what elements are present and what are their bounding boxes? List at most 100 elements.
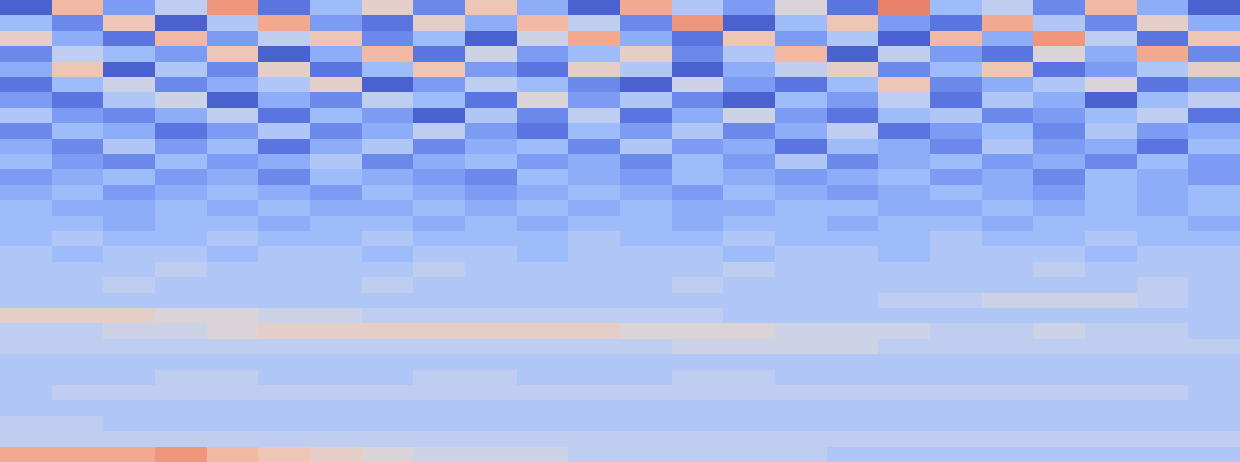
heatmap-cell bbox=[620, 231, 672, 247]
heatmap-cell bbox=[1085, 323, 1137, 339]
heatmap-cell bbox=[723, 15, 775, 31]
heatmap-cell bbox=[827, 293, 879, 309]
heatmap-cell bbox=[0, 293, 52, 309]
heatmap-cell bbox=[1137, 169, 1189, 185]
heatmap-cell bbox=[362, 77, 414, 93]
heatmap-cell bbox=[723, 231, 775, 247]
heatmap-cell bbox=[310, 185, 362, 201]
heatmap-cell bbox=[620, 123, 672, 139]
heatmap-cell bbox=[103, 200, 155, 216]
heatmap-cell bbox=[982, 385, 1034, 401]
heatmap-cell bbox=[465, 262, 517, 278]
heatmap-cell bbox=[0, 154, 52, 170]
heatmap-cell bbox=[413, 62, 465, 78]
heatmap-cell bbox=[672, 400, 724, 416]
heatmap-cell bbox=[465, 293, 517, 309]
heatmap-cell bbox=[930, 370, 982, 386]
heatmap-cell bbox=[982, 416, 1034, 432]
heatmap-cell bbox=[258, 154, 310, 170]
heatmap-cell bbox=[1137, 154, 1189, 170]
heatmap-cell bbox=[1137, 15, 1189, 31]
heatmap-cell bbox=[52, 77, 104, 93]
heatmap-cell bbox=[1188, 0, 1240, 16]
heatmap-cell bbox=[878, 108, 930, 124]
heatmap-cell bbox=[310, 431, 362, 447]
heatmap-cell bbox=[155, 231, 207, 247]
heatmap-cell bbox=[155, 46, 207, 62]
heatmap-cell bbox=[620, 154, 672, 170]
heatmap-cell bbox=[620, 169, 672, 185]
heatmap-cell bbox=[103, 339, 155, 355]
heatmap-cell bbox=[827, 169, 879, 185]
heatmap-cell bbox=[310, 123, 362, 139]
heatmap-cell bbox=[413, 46, 465, 62]
heatmap-cell bbox=[207, 385, 259, 401]
heatmap-cell bbox=[930, 323, 982, 339]
heatmap-cell bbox=[1188, 447, 1240, 462]
heatmap-cell bbox=[568, 216, 620, 232]
heatmap-cell bbox=[155, 31, 207, 47]
heatmap-cell bbox=[155, 262, 207, 278]
heatmap-cell bbox=[930, 354, 982, 370]
heatmap-cell bbox=[465, 77, 517, 93]
heatmap-cell bbox=[413, 370, 465, 386]
heatmap-cell bbox=[1188, 216, 1240, 232]
heatmap-cell bbox=[827, 385, 879, 401]
heatmap-cell bbox=[1033, 154, 1085, 170]
heatmap-cell bbox=[0, 370, 52, 386]
heatmap-cell bbox=[52, 385, 104, 401]
heatmap-cell bbox=[465, 370, 517, 386]
heatmap-cell bbox=[1033, 62, 1085, 78]
heatmap-cell bbox=[672, 308, 724, 324]
heatmap-cell bbox=[1085, 246, 1137, 262]
heatmap-cell bbox=[258, 185, 310, 201]
heatmap-cell bbox=[1137, 354, 1189, 370]
heatmap-cell bbox=[982, 92, 1034, 108]
heatmap-cell bbox=[723, 339, 775, 355]
heatmap-cell bbox=[0, 262, 52, 278]
heatmap-cell bbox=[1085, 31, 1137, 47]
heatmap-cell bbox=[1188, 31, 1240, 47]
heatmap-cell bbox=[775, 123, 827, 139]
heatmap-cell bbox=[155, 15, 207, 31]
heatmap-cell bbox=[982, 308, 1034, 324]
heatmap-cell bbox=[362, 200, 414, 216]
heatmap-cell bbox=[413, 139, 465, 155]
heatmap-cell bbox=[362, 447, 414, 462]
heatmap-cell bbox=[1137, 62, 1189, 78]
heatmap-cell bbox=[1085, 62, 1137, 78]
heatmap-cell bbox=[310, 293, 362, 309]
heatmap-cell bbox=[982, 323, 1034, 339]
heatmap-cell bbox=[207, 447, 259, 462]
heatmap-cell bbox=[930, 169, 982, 185]
heatmap-cell bbox=[155, 108, 207, 124]
heatmap-cell bbox=[1085, 416, 1137, 432]
heatmap-cell bbox=[620, 262, 672, 278]
heatmap-cell bbox=[465, 62, 517, 78]
heatmap-cell bbox=[1033, 46, 1085, 62]
heatmap-cell bbox=[568, 46, 620, 62]
heatmap-cell bbox=[723, 216, 775, 232]
heatmap-cell bbox=[672, 246, 724, 262]
heatmap-cell bbox=[207, 0, 259, 16]
heatmap-cell bbox=[620, 185, 672, 201]
heatmap-cell bbox=[878, 216, 930, 232]
heatmap-cell bbox=[878, 308, 930, 324]
heatmap-cell bbox=[672, 154, 724, 170]
heatmap-cell bbox=[1033, 293, 1085, 309]
heatmap-cell bbox=[878, 431, 930, 447]
heatmap-cell bbox=[930, 339, 982, 355]
heatmap-cell bbox=[155, 0, 207, 16]
heatmap-cell bbox=[103, 185, 155, 201]
heatmap-cell bbox=[52, 231, 104, 247]
heatmap-cell bbox=[207, 92, 259, 108]
heatmap-cell bbox=[52, 200, 104, 216]
heatmap-cell bbox=[258, 262, 310, 278]
heatmap-cell bbox=[930, 400, 982, 416]
heatmap-cell bbox=[258, 400, 310, 416]
heatmap-cell bbox=[775, 246, 827, 262]
heatmap-cell bbox=[413, 293, 465, 309]
heatmap-cell bbox=[827, 447, 879, 462]
heatmap-cell bbox=[620, 62, 672, 78]
heatmap-cell bbox=[517, 246, 569, 262]
